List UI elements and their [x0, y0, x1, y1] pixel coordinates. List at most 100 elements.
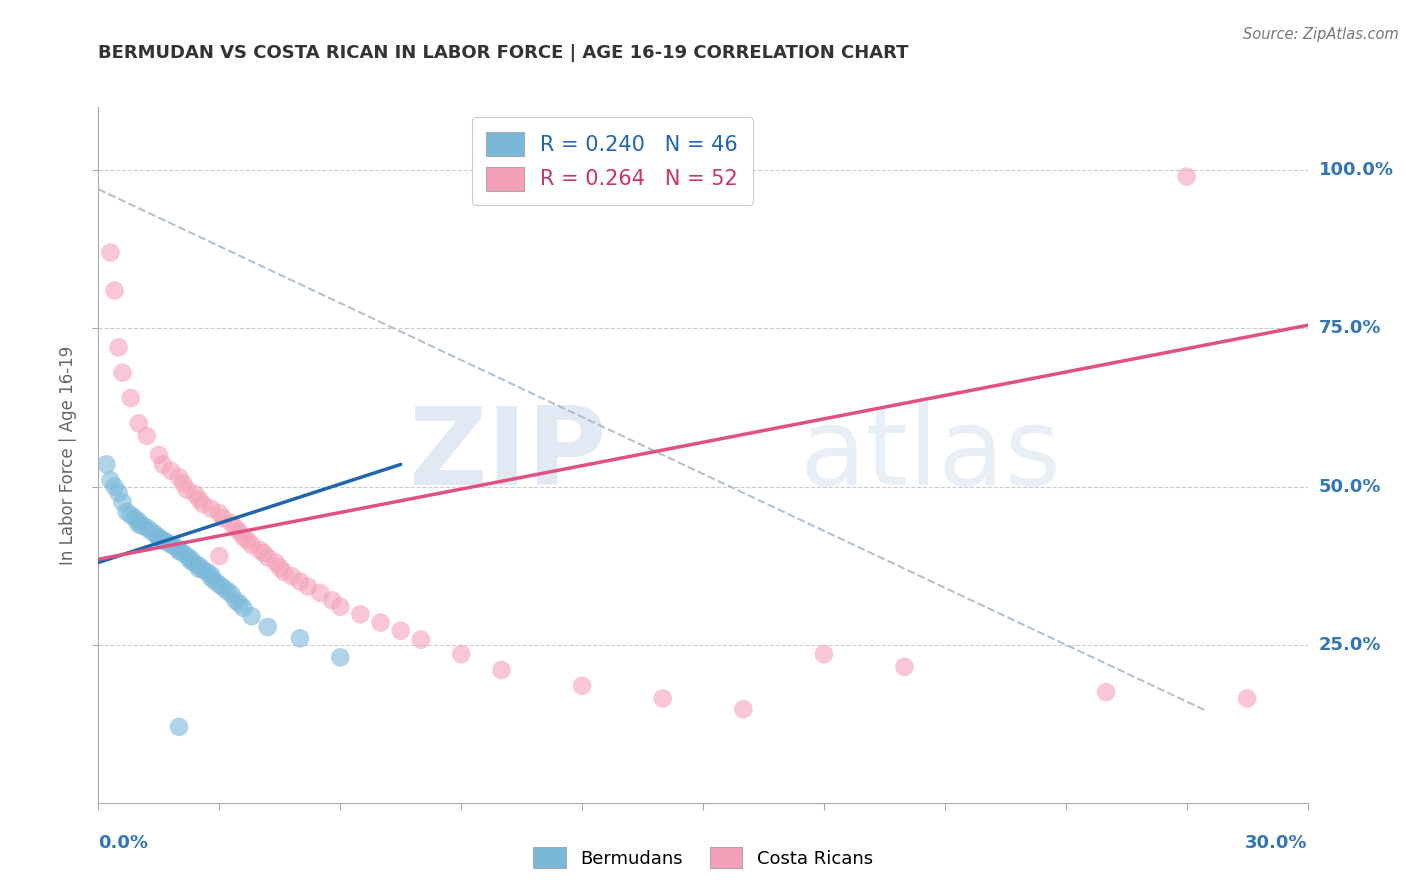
Point — [253, 546, 276, 560]
Point — [264, 556, 287, 570]
Point — [128, 514, 150, 528]
Point — [571, 679, 593, 693]
Point — [409, 632, 432, 647]
Point — [329, 599, 352, 614]
Point — [156, 535, 179, 549]
Point — [329, 650, 352, 665]
Point — [180, 552, 202, 566]
Point — [96, 458, 118, 472]
Point — [148, 448, 170, 462]
Point — [281, 569, 304, 583]
Point — [256, 620, 278, 634]
Point — [120, 508, 142, 522]
Point — [167, 544, 190, 558]
Point — [160, 538, 183, 552]
Point — [813, 647, 835, 661]
Point — [200, 568, 222, 582]
Point — [240, 609, 263, 624]
Point — [256, 550, 278, 565]
Point — [176, 549, 198, 563]
Point — [228, 597, 250, 611]
Point — [733, 702, 755, 716]
Point — [893, 660, 915, 674]
Point — [180, 554, 202, 568]
Point — [120, 391, 142, 405]
Point — [172, 546, 194, 560]
Point — [1236, 691, 1258, 706]
Point — [389, 624, 412, 638]
Text: 50.0%: 50.0% — [1319, 477, 1381, 496]
Point — [107, 340, 129, 354]
Point — [188, 558, 211, 573]
Point — [172, 476, 194, 491]
Point — [143, 527, 166, 541]
Text: ZIP: ZIP — [408, 402, 606, 508]
Point — [128, 417, 150, 431]
Point — [370, 615, 392, 630]
Point — [224, 593, 246, 607]
Point — [217, 583, 239, 598]
Point — [232, 530, 254, 544]
Point — [193, 497, 215, 511]
Point — [195, 565, 218, 579]
Point — [115, 505, 138, 519]
Point — [1175, 169, 1198, 184]
Point — [148, 532, 170, 546]
Point — [167, 720, 190, 734]
Y-axis label: In Labor Force | Age 16-19: In Labor Force | Age 16-19 — [59, 345, 77, 565]
Legend: Bermudans, Costa Ricans: Bermudans, Costa Ricans — [524, 838, 882, 877]
Point — [273, 565, 295, 579]
Point — [450, 647, 472, 661]
Text: 0.0%: 0.0% — [98, 834, 149, 852]
Point — [309, 586, 332, 600]
Point — [160, 464, 183, 478]
Point — [232, 601, 254, 615]
Text: 30.0%: 30.0% — [1246, 834, 1308, 852]
Text: 25.0%: 25.0% — [1319, 636, 1381, 654]
Point — [288, 632, 311, 646]
Point — [204, 574, 226, 589]
Point — [135, 429, 157, 443]
Point — [184, 487, 207, 501]
Point — [188, 562, 211, 576]
Point — [103, 479, 125, 493]
Point — [100, 473, 122, 487]
Point — [491, 663, 513, 677]
Text: 100.0%: 100.0% — [1319, 161, 1393, 179]
Point — [236, 533, 259, 548]
Point — [288, 574, 311, 589]
Point — [111, 366, 134, 380]
Point — [221, 587, 243, 601]
Point — [148, 530, 170, 544]
Point — [208, 506, 231, 520]
Point — [240, 538, 263, 552]
Point — [128, 517, 150, 532]
Point — [321, 593, 343, 607]
Point — [152, 458, 174, 472]
Text: atlas: atlas — [800, 402, 1062, 508]
Point — [349, 607, 371, 622]
Point — [208, 577, 231, 591]
Point — [107, 486, 129, 500]
Point — [228, 525, 250, 540]
Point — [188, 492, 211, 507]
Point — [212, 581, 235, 595]
Point — [103, 284, 125, 298]
Point — [297, 579, 319, 593]
Point — [111, 495, 134, 509]
Point — [221, 516, 243, 531]
Point — [200, 571, 222, 585]
Text: 75.0%: 75.0% — [1319, 319, 1381, 337]
Text: Source: ZipAtlas.com: Source: ZipAtlas.com — [1243, 27, 1399, 42]
Point — [1095, 685, 1118, 699]
Point — [163, 540, 186, 554]
Point — [184, 557, 207, 571]
Point — [132, 518, 155, 533]
Point — [200, 501, 222, 516]
Point — [152, 533, 174, 548]
Point — [167, 470, 190, 484]
Point — [124, 511, 146, 525]
Point — [269, 560, 291, 574]
Point — [651, 691, 673, 706]
Point — [167, 542, 190, 557]
